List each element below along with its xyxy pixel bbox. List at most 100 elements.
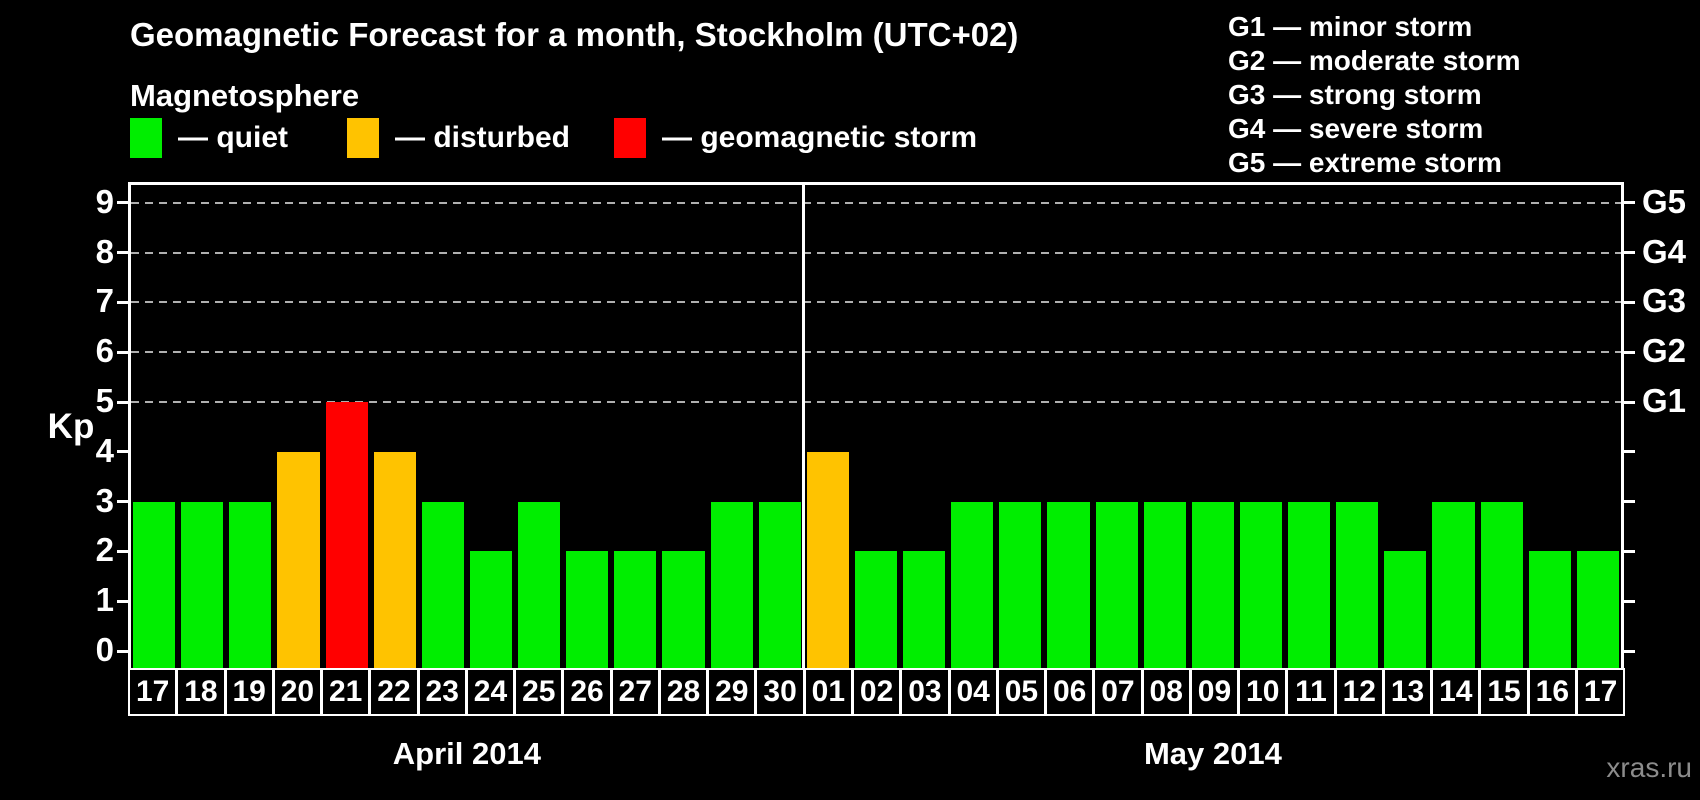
day-label-cell: 18 xyxy=(175,670,223,714)
kp-gridline xyxy=(131,351,1621,354)
kp-axis-tick xyxy=(117,400,129,404)
g-tick-label: G1 xyxy=(1642,382,1687,420)
kp-tick-label: 8 xyxy=(95,232,114,270)
month-separator-line xyxy=(802,182,806,668)
kp-bar xyxy=(373,451,416,668)
kp-tick-label: 0 xyxy=(95,631,114,669)
kp-bar xyxy=(133,501,176,668)
g-legend-item: G1 — minor storm xyxy=(1228,11,1473,42)
kp-bar xyxy=(277,451,320,668)
g-axis-tick xyxy=(1623,400,1635,404)
day-label-cell: 20 xyxy=(271,670,320,714)
kp-axis-tick xyxy=(117,500,129,504)
kp-bar xyxy=(181,501,224,668)
storm-color-swatch-icon xyxy=(614,118,646,158)
kp-tick-label: 7 xyxy=(95,282,114,320)
kp-axis-tick xyxy=(117,300,129,304)
g-axis-tick xyxy=(1623,450,1635,454)
kp-bar xyxy=(1191,501,1234,668)
kp-bar xyxy=(614,551,657,668)
g-legend-item: G3 — strong storm xyxy=(1228,79,1482,110)
kp-axis-tick xyxy=(117,549,129,553)
kp-tick-label: 1 xyxy=(95,581,114,619)
magnetosphere-legend-heading: Magnetosphere xyxy=(130,78,360,113)
day-label-cell: 10 xyxy=(1237,670,1285,714)
day-label-cell: 29 xyxy=(706,670,754,714)
day-label-cell: 05 xyxy=(995,670,1044,714)
kp-bar xyxy=(854,551,898,668)
day-label-cell: 07 xyxy=(1092,670,1140,714)
day-label-cell: 04 xyxy=(947,670,996,714)
legend-label-disturbed: — disturbed xyxy=(395,121,571,154)
kp-axis-label: Kp xyxy=(47,407,95,446)
g-axis-line xyxy=(1621,182,1624,670)
day-label-cell: 02 xyxy=(850,670,899,714)
kp-bar xyxy=(229,501,272,668)
g-axis-tick xyxy=(1623,251,1635,255)
day-label-cell: 19 xyxy=(223,670,272,714)
legend-label-quiet: — quiet xyxy=(178,121,288,154)
kp-bar xyxy=(469,551,513,668)
day-label-cell: 12 xyxy=(1333,670,1382,714)
g-legend-item: G5 — extreme storm xyxy=(1228,147,1502,178)
kp-tick-label: 9 xyxy=(95,183,114,221)
kp-bar xyxy=(1384,551,1427,668)
day-label-cell: 24 xyxy=(464,670,513,714)
day-label-cell: 11 xyxy=(1285,670,1333,714)
g-axis-tick xyxy=(1623,500,1635,504)
day-label-cell: 03 xyxy=(899,670,947,714)
kp-axis-tick xyxy=(117,251,129,255)
kp-tick-label: 2 xyxy=(95,531,114,569)
day-label-cell: 08 xyxy=(1140,670,1189,714)
legend-item-storm: — geomagnetic storm xyxy=(614,118,977,158)
legend-label-storm: — geomagnetic storm xyxy=(662,121,978,154)
kp-bar xyxy=(1047,501,1090,668)
kp-bar xyxy=(518,501,561,668)
watermark: xras.ru xyxy=(1606,752,1692,783)
kp-bar xyxy=(1336,501,1379,668)
kp-axis-tick xyxy=(117,350,129,354)
day-label-cell: 21 xyxy=(320,670,368,714)
day-label-cell: 23 xyxy=(416,670,465,714)
day-label-cell: 01 xyxy=(802,670,851,714)
month-label: April 2014 xyxy=(392,736,541,771)
day-label-cell: 17 xyxy=(135,675,170,708)
day-label-cell: 17 xyxy=(1574,670,1623,714)
kp-bar xyxy=(999,501,1042,668)
g-scale-legend: G1 — minor storm G2 — moderate storm G3 — … xyxy=(1228,10,1521,180)
g-legend-item: G4 — severe storm xyxy=(1228,113,1484,144)
plot-top-border xyxy=(128,182,1624,185)
legend-item-quiet: — quiet xyxy=(130,118,288,158)
kp-gridline xyxy=(131,201,1621,204)
day-label-cell: 09 xyxy=(1188,670,1237,714)
kp-tick-label: 5 xyxy=(95,382,114,420)
day-label-cell: 27 xyxy=(609,670,658,714)
legend-item-disturbed: — disturbed xyxy=(347,118,570,158)
g-tick-label: G3 xyxy=(1642,282,1687,320)
kp-bar xyxy=(1528,551,1571,668)
kp-bar xyxy=(758,501,801,668)
day-label-cell: 13 xyxy=(1381,670,1430,714)
g-axis-tick xyxy=(1623,300,1635,304)
kp-bar xyxy=(951,501,994,668)
g-tick-label: G5 xyxy=(1642,183,1687,221)
kp-bar xyxy=(1095,501,1138,668)
day-axis: 17 18 19 20 21 22 23 24 25 26 27 28 29 30 01 02 03 04 05 06… xyxy=(128,668,1625,716)
day-label-cell: 06 xyxy=(1044,670,1092,714)
kp-bar xyxy=(566,551,609,668)
day-label-cell: 22 xyxy=(368,670,416,714)
day-label-cell: 15 xyxy=(1478,670,1526,714)
chart-title: Geomagnetic Forecast for a month, Stockh… xyxy=(130,16,1019,53)
kp-bar xyxy=(1480,501,1523,668)
kp-bar xyxy=(662,551,705,668)
kp-bar xyxy=(903,551,946,668)
kp-bar xyxy=(1143,501,1186,668)
month-label: May 2014 xyxy=(1143,736,1282,771)
kp-bar xyxy=(421,501,464,668)
kp-tick-label: 6 xyxy=(95,332,114,370)
kp-bar xyxy=(1576,551,1619,668)
day-label-cell: 16 xyxy=(1526,670,1575,714)
g-axis-tick xyxy=(1623,599,1635,603)
g-tick-label: G4 xyxy=(1642,232,1687,270)
